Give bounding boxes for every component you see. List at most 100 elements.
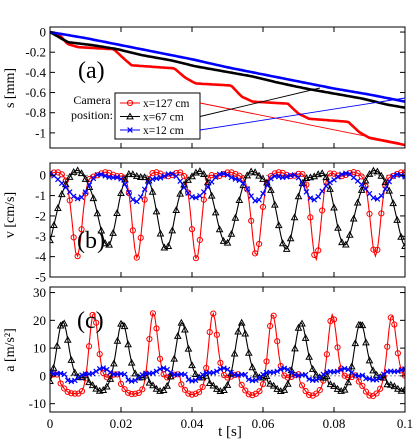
data-point-b-0-134 <box>311 251 318 258</box>
data-point-c-2-86 <box>199 371 206 378</box>
data-point-c-0-128 <box>274 338 281 345</box>
data-point-c-1-178 <box>362 338 370 346</box>
data-point-b-2-40 <box>126 189 132 196</box>
series-line-a-0 <box>50 30 405 147</box>
data-point-c-0-108 <box>238 381 245 388</box>
data-point-b-0-42 <box>129 227 136 234</box>
data-point-c-1-158 <box>326 380 335 388</box>
data-point-b-0-104 <box>252 250 259 257</box>
data-point-b-0-142 <box>326 170 334 177</box>
data-point-c-0-24 <box>89 311 96 319</box>
data-point-b-2-144 <box>331 176 337 183</box>
data-point-b-0-74 <box>192 255 200 262</box>
data-point-c-2-34 <box>107 369 114 376</box>
legend-title-line2: position: <box>71 108 113 122</box>
data-point-c-1-24 <box>88 381 97 389</box>
data-point-c-0-122 <box>263 358 270 365</box>
data-point-b-2-18 <box>82 189 89 195</box>
legend-marker-0 <box>126 99 134 107</box>
data-point-b-2-88 <box>220 170 227 177</box>
data-point-c-0-144 <box>302 387 309 395</box>
data-point-b-2-16 <box>78 194 85 201</box>
data-point-b-1-108 <box>259 174 267 182</box>
data-point-c-0-110 <box>242 387 249 394</box>
data-point-b-1-140 <box>322 173 330 181</box>
data-point-c-0-178 <box>362 388 370 395</box>
data-point-c-0-118 <box>256 388 263 395</box>
data-point-c-2-154 <box>320 371 327 378</box>
y-tick-label-b-5: -5 <box>35 270 46 285</box>
data-point-b-1-100 <box>243 171 252 179</box>
data-point-c-1-114 <box>248 363 257 371</box>
data-point-c-0-166 <box>341 372 348 379</box>
data-point-c-1-196 <box>394 384 402 392</box>
data-point-c-1-10 <box>63 335 72 343</box>
data-point-b-1-4 <box>54 204 62 211</box>
y-tick-label-a-0: 0 <box>40 25 47 40</box>
data-point-b-1-46 <box>136 173 145 180</box>
data-point-b-0-158 <box>358 173 365 180</box>
data-point-b-2-148 <box>339 171 345 178</box>
data-point-c-1-12 <box>67 355 76 363</box>
data-point-c-0-22 <box>85 343 93 350</box>
data-point-b-1-120 <box>282 244 291 252</box>
data-point-c-2-60 <box>153 368 160 375</box>
data-point-c-0-190 <box>384 343 391 350</box>
data-point-c-1-138 <box>291 344 299 352</box>
data-point-c-0-196 <box>394 350 401 357</box>
data-point-b-1-156 <box>353 198 362 206</box>
data-point-c-1-144 <box>301 333 310 341</box>
data-point-b-0-76 <box>196 236 203 244</box>
ylabel-a: s [mm] <box>3 68 18 108</box>
data-point-c-2-94 <box>214 368 220 375</box>
data-point-c-1-160 <box>330 381 338 389</box>
data-point-c-0-94 <box>213 331 220 338</box>
panel-label-a: (a) <box>78 58 105 84</box>
data-point-b-1-34 <box>113 209 121 216</box>
data-point-b-1-78 <box>199 170 208 177</box>
data-point-b-2-126 <box>295 174 302 181</box>
plot-frame-a <box>49 26 406 149</box>
data-point-b-2-14 <box>74 195 81 202</box>
data-point-b-1-180 <box>401 242 405 250</box>
data-point-c-1-46 <box>127 358 136 366</box>
data-point-c-1-148 <box>308 365 317 372</box>
data-point-b-1-112 <box>267 185 275 193</box>
data-point-c-0-42 <box>121 386 128 393</box>
data-point-b-2-26 <box>98 171 105 178</box>
data-point-b-2-80 <box>204 184 211 190</box>
data-point-c-1-66 <box>163 381 171 389</box>
data-point-c-0-184 <box>373 390 380 397</box>
data-point-b-1-30 <box>105 240 114 248</box>
data-point-b-1-152 <box>345 230 354 238</box>
data-point-c-1-74 <box>177 318 186 326</box>
data-point-c-1-94 <box>213 384 221 392</box>
data-point-c-1-58 <box>149 381 157 389</box>
data-point-b-2-98 <box>240 180 247 187</box>
data-point-c-2-52 <box>139 372 146 378</box>
data-point-c-2-102 <box>228 369 234 376</box>
y-tick-label-a-2: -0.4 <box>25 65 46 80</box>
data-point-b-1-44 <box>132 171 141 179</box>
data-point-c-2-8 <box>61 371 68 378</box>
data-point-c-0-10 <box>64 388 71 396</box>
data-point-c-1-106 <box>234 327 242 335</box>
data-point-c-0-64 <box>160 371 167 378</box>
data-point-c-2-24 <box>89 370 96 377</box>
y-tick-label-b-4: -4 <box>35 249 46 264</box>
data-point-b-0-138 <box>319 207 326 214</box>
data-point-b-2-134 <box>311 196 318 203</box>
legend-marker-1 <box>126 112 134 120</box>
data-point-b-1-144 <box>330 203 338 211</box>
data-point-c-0-48 <box>132 390 139 397</box>
data-point-b-2-38 <box>122 181 128 188</box>
data-point-c-1-134 <box>284 379 292 387</box>
data-point-c-1-8 <box>60 319 69 327</box>
data-point-c-0-78 <box>185 390 192 397</box>
y-tick-label-c-3: 0 <box>40 368 47 383</box>
data-point-c-1-162 <box>333 384 342 392</box>
data-point-b-1-94 <box>231 213 240 221</box>
data-point-c-2-76 <box>182 371 188 378</box>
data-point-c-1-194 <box>390 382 399 390</box>
data-point-b-1-52 <box>148 187 157 195</box>
